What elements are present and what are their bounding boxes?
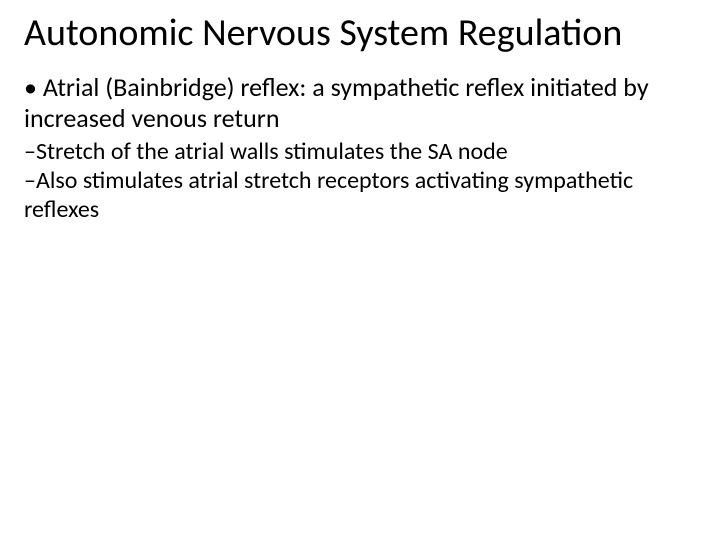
bullet-main: • Atrial (Bainbridge) reflex: a sympathe… (24, 72, 696, 134)
bullet-sub1-prefix: – (24, 137, 36, 166)
slide-title: Autonomic Nervous System Regulation (24, 12, 696, 56)
bullet-sub2-prefix: – (24, 166, 36, 195)
bullet-sub1-text: Stretch of the atrial walls stimulates t… (36, 137, 508, 166)
bullet-sub-2: –Also stimulates atrial stretch receptor… (24, 167, 696, 225)
bullet-main-text: Atrial (Bainbridge) reflex: a sympatheti… (24, 71, 649, 134)
bullet-sub-1: –Stretch of the atrial walls stimulates … (24, 138, 696, 167)
bullet-sub2-text: Also stimulates atrial stretch receptors… (24, 166, 633, 224)
bullet-main-prefix: • (24, 71, 43, 103)
